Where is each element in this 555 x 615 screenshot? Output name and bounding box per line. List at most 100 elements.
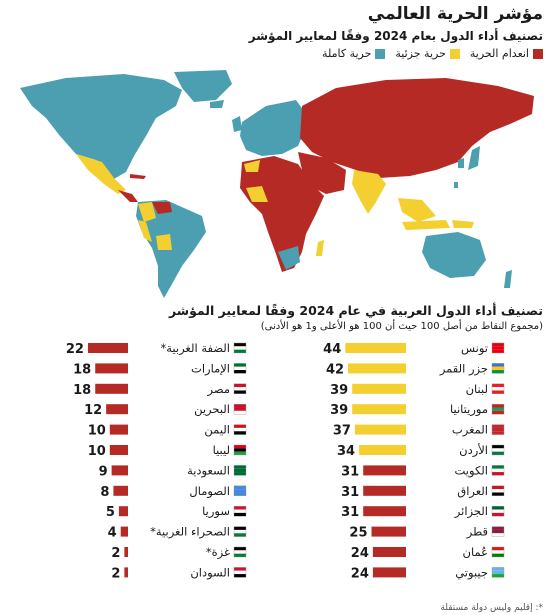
bar <box>372 547 406 557</box>
arab-ranking-title: تصنيف أداء الدول العربية في عام 2024 وفق… <box>169 303 543 318</box>
value-label: 25 <box>349 526 367 541</box>
flag-icon <box>491 465 505 476</box>
map-peru-ecuador <box>138 220 152 242</box>
country-row: 31 العراق <box>341 484 505 500</box>
value-label: 42 <box>326 362 344 377</box>
bar <box>120 526 128 537</box>
flag-icon <box>233 546 247 558</box>
value-label: 37 <box>333 424 351 439</box>
country-label: لبنان <box>466 382 488 396</box>
bar <box>372 567 406 578</box>
map-papua <box>452 220 474 228</box>
country-row: 18 الإمارات <box>73 361 247 377</box>
country-label: المغرب <box>452 423 488 438</box>
country-label: البحرين <box>194 402 230 417</box>
map-india <box>352 170 386 214</box>
chart-title: مؤشر الحرية العالمي <box>367 4 543 24</box>
value-label: 18 <box>73 362 91 377</box>
country-row: 4 الصحراء الغربية* <box>108 525 247 541</box>
flag-icon <box>233 567 247 578</box>
legend-swatch-not-free <box>533 48 543 59</box>
arab-ranking-subtitle: (مجموع النقاط من أصل 100 حيث أن 100 هو ا… <box>260 321 543 332</box>
bar <box>109 445 128 455</box>
bar <box>95 383 128 394</box>
country-row: 37 المغرب <box>333 423 505 439</box>
map-africa <box>240 156 324 272</box>
flag-icon <box>233 424 247 435</box>
flag-icon <box>233 383 247 394</box>
value-label: 5 <box>106 505 115 520</box>
flag-icon <box>233 444 247 456</box>
value-label: 22 <box>66 342 84 357</box>
country-label: الإمارات <box>191 361 230 376</box>
flag-icon <box>233 465 247 476</box>
flag-icon <box>233 342 247 354</box>
country-label: الصحراء الغربية* <box>150 525 230 540</box>
legend-label-partly-free: حرية جزئية <box>395 47 446 60</box>
bar <box>111 465 128 476</box>
flag-icon <box>233 526 247 537</box>
country-label: سوريا <box>202 504 230 519</box>
world-map <box>20 70 534 298</box>
bar <box>87 343 128 353</box>
value-label: 18 <box>73 383 91 398</box>
map-central-america <box>118 190 138 202</box>
legend-label-free: حرية كاملة <box>322 47 372 60</box>
country-row: 34 الأردن <box>337 443 505 459</box>
map-north-america <box>20 74 182 180</box>
country-row: 10 ليبيا <box>88 443 247 459</box>
map-morocco <box>244 160 260 172</box>
country-row: 22 الضفة الغربية* <box>66 341 247 357</box>
map-uk <box>232 116 242 132</box>
map-cuba <box>130 174 146 179</box>
bar <box>348 363 406 374</box>
flag-icon <box>233 363 247 374</box>
map-southern-africa <box>278 246 300 270</box>
value-label: 2 <box>111 546 120 561</box>
flag-icon <box>233 485 247 497</box>
country-label: السعودية <box>187 463 230 478</box>
bar <box>106 404 128 415</box>
country-label: جزر القمر <box>439 361 488 376</box>
legend-swatch-partly-free <box>449 48 460 59</box>
country-row: 2 السودان <box>111 565 247 581</box>
country-row: 42 جزر القمر <box>326 361 505 377</box>
legend-item-partly-free: حرية جزئية <box>395 47 460 60</box>
bar <box>354 424 406 435</box>
legend-swatch-free <box>375 48 386 59</box>
flag-icon <box>233 403 247 415</box>
country-label: الصومال <box>189 484 230 499</box>
country-label: السودان <box>190 565 230 580</box>
bar <box>352 383 406 394</box>
map-bolivia <box>156 234 172 250</box>
country-label: الضفة الغربية* <box>161 341 231 356</box>
flag-icon <box>491 363 505 374</box>
country-label: غزة* <box>206 545 230 560</box>
legend-item-free: حرية كاملة <box>322 47 386 60</box>
bar <box>363 485 406 496</box>
country-label: الكويت <box>455 463 488 478</box>
bar <box>95 363 128 374</box>
country-row: 18 مصر <box>73 382 247 398</box>
map-legend: انعدام الحرية حرية جزئية حرية كاملة <box>322 47 543 60</box>
country-row: 31 الكويت <box>341 463 505 479</box>
map-greenland <box>174 70 232 102</box>
bar <box>124 547 128 557</box>
flag-icon <box>491 526 505 537</box>
bar <box>118 506 128 517</box>
value-label: 2 <box>111 566 120 581</box>
flag-icon <box>491 444 505 456</box>
value-label: 44 <box>323 342 341 357</box>
value-label: 4 <box>108 526 117 541</box>
bar <box>371 526 406 537</box>
map-southeast-asia <box>398 198 436 222</box>
map-taiwan <box>454 182 458 188</box>
country-row: 39 لبنان <box>330 382 505 398</box>
country-row: 25 قطر <box>349 525 505 541</box>
value-label: 12 <box>84 403 102 418</box>
country-row: 24 جيبوتي <box>351 565 505 581</box>
map-subtitle: تصنيف أداء الدول بعام 2024 وفقًا لمعايير… <box>248 29 543 43</box>
flag-icon <box>491 505 505 517</box>
flag-icon <box>491 567 505 578</box>
map-russia-asia <box>300 78 534 178</box>
